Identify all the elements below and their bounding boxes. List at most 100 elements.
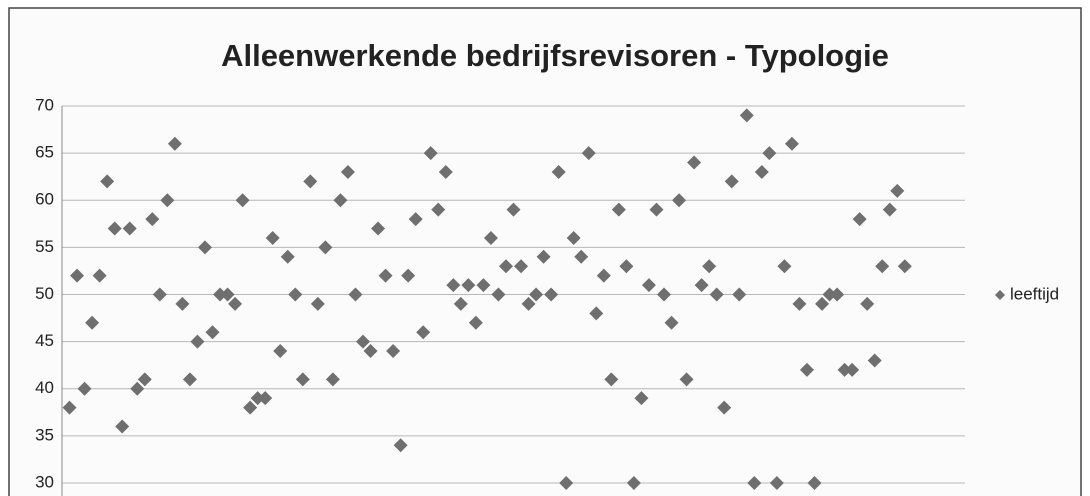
point <box>310 296 325 311</box>
point <box>288 287 303 302</box>
point <box>182 372 197 387</box>
point <box>687 155 702 170</box>
point <box>830 287 845 302</box>
point <box>378 268 393 283</box>
point <box>62 400 77 415</box>
point <box>363 344 378 359</box>
point <box>325 372 340 387</box>
point <box>581 146 596 161</box>
y-tick-label: 45 <box>35 331 54 350</box>
point <box>822 287 837 302</box>
point <box>634 391 649 406</box>
point <box>860 296 875 311</box>
legend-marker <box>995 290 1005 300</box>
point <box>431 202 446 217</box>
point <box>250 391 265 406</box>
point <box>498 259 513 274</box>
point <box>318 240 333 255</box>
point <box>679 372 694 387</box>
point <box>205 325 220 340</box>
point <box>152 287 167 302</box>
point <box>85 315 100 330</box>
point <box>280 249 295 264</box>
point <box>882 202 897 217</box>
point <box>265 230 280 245</box>
point <box>100 174 115 189</box>
y-tick-label: 65 <box>35 143 54 162</box>
point <box>875 259 890 274</box>
point <box>453 296 468 311</box>
point <box>566 230 581 245</box>
point <box>197 240 212 255</box>
point <box>897 259 912 274</box>
point <box>295 372 310 387</box>
y-tick-label: 70 <box>35 95 54 114</box>
point <box>619 259 634 274</box>
point <box>468 315 483 330</box>
point <box>408 212 423 227</box>
point <box>611 202 626 217</box>
point <box>438 164 453 179</box>
point <box>709 287 724 302</box>
point <box>303 174 318 189</box>
point <box>544 287 559 302</box>
y-tick-label: 55 <box>35 237 54 256</box>
point <box>702 259 717 274</box>
point <box>724 174 739 189</box>
point <box>175 296 190 311</box>
point <box>559 476 574 490</box>
point <box>747 476 762 490</box>
point <box>717 400 732 415</box>
point <box>386 344 401 359</box>
point <box>732 287 747 302</box>
point <box>739 108 754 123</box>
point <box>754 164 769 179</box>
point <box>664 315 679 330</box>
chart-title: Alleenwerkende bedrijfsrevisoren - Typol… <box>221 38 889 73</box>
point <box>461 278 476 293</box>
point <box>694 278 709 293</box>
point <box>521 296 536 311</box>
point <box>137 372 152 387</box>
y-tick-label: 50 <box>35 284 54 303</box>
point <box>641 278 656 293</box>
point <box>596 268 611 283</box>
point <box>852 212 867 227</box>
point <box>77 381 92 396</box>
point <box>536 249 551 264</box>
point <box>769 476 784 490</box>
point <box>228 296 243 311</box>
legend-label: leeftijd <box>1010 284 1059 303</box>
point <box>190 334 205 349</box>
point <box>130 381 145 396</box>
point <box>446 278 461 293</box>
point <box>845 362 860 377</box>
point <box>70 268 85 283</box>
point <box>574 249 589 264</box>
point <box>551 164 566 179</box>
point <box>348 287 363 302</box>
point <box>107 221 122 236</box>
point <box>491 287 506 302</box>
point <box>235 193 250 208</box>
point <box>815 296 830 311</box>
point <box>160 193 175 208</box>
point <box>784 136 799 151</box>
point <box>115 419 130 434</box>
y-tick-label: 40 <box>35 378 54 397</box>
point <box>799 362 814 377</box>
y-tick-label: 35 <box>35 425 54 444</box>
point <box>762 146 777 161</box>
point <box>258 391 273 406</box>
point <box>213 287 228 302</box>
point <box>401 268 416 283</box>
point <box>626 476 641 490</box>
point <box>792 296 807 311</box>
point <box>122 221 137 236</box>
point <box>273 344 288 359</box>
point <box>529 287 544 302</box>
point <box>333 193 348 208</box>
point <box>777 259 792 274</box>
point <box>167 136 182 151</box>
